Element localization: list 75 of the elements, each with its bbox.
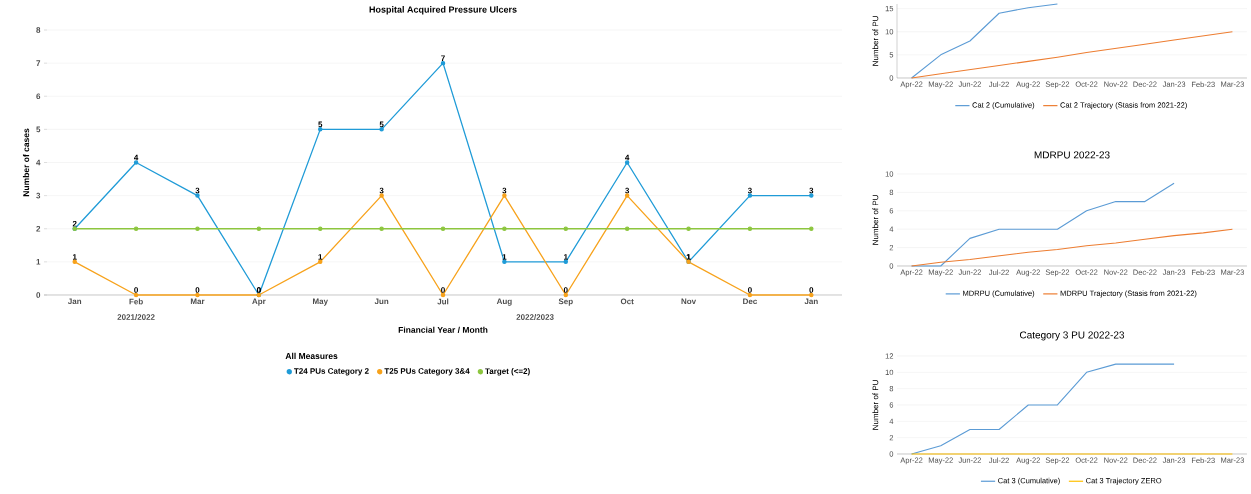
y-tick-label: 3 bbox=[36, 192, 41, 199]
point bbox=[133, 160, 139, 165]
point bbox=[256, 226, 262, 231]
data-label: 1 bbox=[564, 254, 568, 260]
legend-label: T25 PUs Category 3&4 bbox=[384, 368, 470, 376]
data-label: 3 bbox=[502, 187, 507, 194]
data-label: 0 bbox=[563, 287, 568, 293]
data-label: 0 bbox=[809, 287, 814, 293]
data-label: 1 bbox=[686, 254, 691, 260]
y-axis-title: Number of cases bbox=[22, 128, 30, 197]
data-label: 3 bbox=[747, 187, 752, 194]
y-tick-label: 7 bbox=[36, 60, 41, 66]
data-label: 0 bbox=[134, 287, 138, 293]
y-axis-title: Number of PU bbox=[872, 380, 879, 430]
y-tick-label: 4 bbox=[36, 159, 41, 166]
x-tick-label: Apr bbox=[252, 298, 266, 306]
x-tick-label: Mar bbox=[190, 298, 205, 305]
data-label: 0 bbox=[195, 287, 200, 293]
legend-label: Target (<=2) bbox=[485, 368, 530, 376]
line-series bbox=[911, 3, 1058, 79]
point bbox=[133, 226, 139, 231]
x-tick-label: Oct bbox=[620, 298, 634, 305]
y-axis-title: Number of PU bbox=[872, 16, 879, 66]
data-label: 4 bbox=[625, 154, 630, 161]
data-label: 1 bbox=[72, 254, 77, 260]
data-label: 2 bbox=[72, 220, 77, 227]
data-label: 3 bbox=[809, 187, 814, 194]
x-tick-label: Sep bbox=[558, 298, 573, 306]
data-label: 5 bbox=[379, 121, 384, 128]
legend-label: T24 PUs Category 2 bbox=[294, 368, 369, 376]
x-tick-label: Jan bbox=[804, 298, 818, 305]
y-tick-label: 8 bbox=[36, 27, 41, 33]
point bbox=[686, 226, 691, 231]
data-label: 3 bbox=[379, 187, 384, 194]
x-axis-title: Financial Year / Month bbox=[398, 326, 488, 333]
x-tick-label: Feb bbox=[129, 298, 143, 305]
chart-title: Hospital Acquired Pressure Ulcers bbox=[369, 6, 517, 15]
x-tick-label: May bbox=[312, 298, 328, 306]
data-label: 0 bbox=[748, 287, 752, 293]
y-tick-label: 6 bbox=[36, 93, 41, 100]
x-tick-label: Jul bbox=[437, 298, 449, 305]
point bbox=[809, 226, 814, 231]
point bbox=[440, 226, 446, 231]
data-label: 3 bbox=[625, 187, 630, 194]
chart-title: MDRPU 2022-23 bbox=[1034, 151, 1110, 159]
x-tick-label: Aug bbox=[496, 298, 512, 306]
point bbox=[195, 226, 200, 231]
y-tick-label: 0 bbox=[36, 292, 41, 298]
text: 2021/2022 bbox=[117, 314, 155, 320]
x-tick-label: Jan bbox=[67, 298, 82, 305]
y-axis-title: Number of PU bbox=[872, 195, 879, 245]
x-tick-label: Nov bbox=[681, 298, 697, 305]
data-label: 3 bbox=[195, 187, 200, 194]
data-label: 1 bbox=[502, 254, 507, 260]
point bbox=[317, 226, 323, 231]
point bbox=[624, 160, 630, 165]
point bbox=[379, 226, 384, 231]
x-tick-label: Jun bbox=[374, 298, 389, 305]
data-label: 0 bbox=[441, 287, 445, 293]
legend-title: All Measures bbox=[285, 352, 338, 360]
y-tick-label: 5 bbox=[36, 126, 41, 133]
data-label: 5 bbox=[318, 121, 323, 128]
y-tick-label: 1 bbox=[36, 259, 41, 265]
data-label: 7 bbox=[441, 55, 445, 61]
text: 2022/2023 bbox=[516, 314, 554, 320]
point bbox=[624, 226, 630, 231]
point bbox=[502, 226, 507, 231]
chart-title: Category 3 PU 2022-23 bbox=[1019, 331, 1125, 341]
point bbox=[747, 226, 753, 231]
x-tick-label: Dec bbox=[743, 298, 758, 305]
y-tick-label: 2 bbox=[36, 225, 41, 232]
data-label: 0 bbox=[256, 287, 261, 293]
data-label: 4 bbox=[133, 154, 139, 161]
data-label: 1 bbox=[318, 254, 323, 260]
point bbox=[563, 226, 569, 231]
